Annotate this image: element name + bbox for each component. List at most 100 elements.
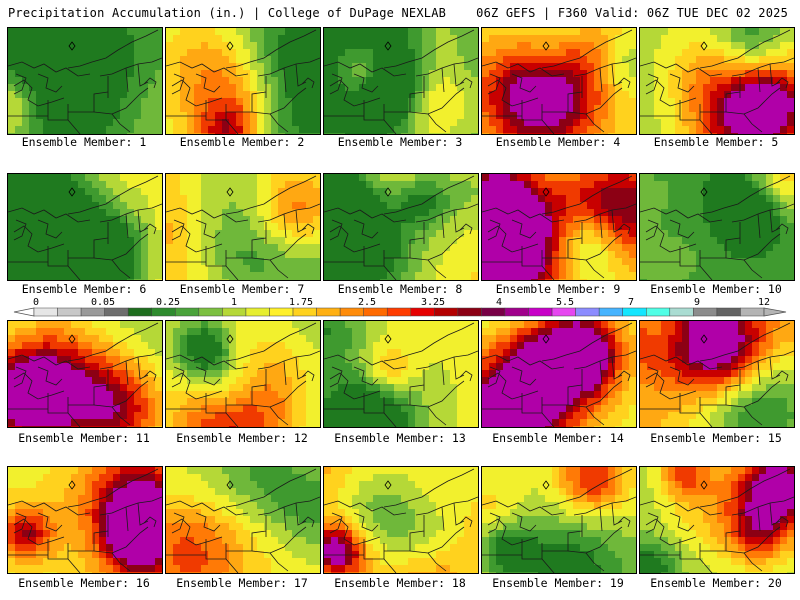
state-border [482, 261, 555, 280]
precip-field [166, 174, 320, 280]
precip-field [640, 28, 794, 134]
state-border [511, 366, 537, 386]
state-border [301, 370, 315, 382]
precip-field [8, 28, 162, 134]
state-border [269, 113, 289, 133]
precip-field [8, 467, 162, 573]
scale-swatch [598, 307, 623, 317]
precip-field [640, 174, 794, 280]
state-border [93, 526, 149, 554]
state-border [585, 259, 605, 279]
state-border [743, 552, 763, 572]
state-border [459, 223, 473, 235]
state-border [573, 57, 636, 77]
state-border [225, 29, 317, 69]
state-border [171, 225, 223, 253]
state-border [99, 496, 162, 516]
state-border [329, 219, 343, 241]
state-border [329, 79, 381, 107]
station-marker-icon [700, 41, 708, 51]
state-border [739, 209, 781, 244]
state-border [143, 516, 157, 528]
state-border [699, 322, 791, 362]
state-border [640, 500, 723, 516]
state-border [67, 175, 159, 215]
state-border [13, 225, 65, 253]
state-border [195, 219, 221, 239]
state-border [487, 512, 501, 534]
state-border [257, 350, 320, 370]
state-border [409, 233, 465, 261]
state-border [107, 502, 149, 537]
state-border [225, 175, 317, 215]
state-border [301, 223, 315, 235]
state-border [541, 468, 633, 508]
state-border [166, 354, 249, 370]
precip-field [482, 174, 636, 280]
state-border [427, 406, 447, 426]
state-border [415, 203, 478, 223]
state-border [541, 175, 633, 215]
ensemble-member-label: Ensemble Member: 12 [176, 431, 308, 445]
scale-swatch [104, 307, 129, 317]
state-border [581, 209, 623, 244]
state-border [8, 207, 91, 223]
station-marker-icon [700, 334, 708, 344]
ensemble-member-label: Ensemble Member: 15 [650, 431, 782, 445]
scale-swatch [740, 307, 765, 317]
state-border [251, 380, 307, 408]
state-border [195, 73, 221, 93]
state-border [617, 516, 631, 528]
state-border [482, 554, 555, 573]
state-border [205, 91, 267, 121]
state-border [409, 526, 465, 554]
state-border [383, 322, 475, 362]
state-border [521, 384, 583, 414]
state-border [645, 225, 697, 253]
ensemble-member-map [7, 320, 163, 428]
state-border [353, 73, 379, 93]
state-border [353, 366, 379, 386]
ensemble-member-map [639, 27, 795, 135]
state-border [205, 384, 267, 414]
state-border [617, 223, 631, 235]
state-border [324, 500, 407, 516]
scale-swatch [339, 307, 364, 317]
state-border [171, 73, 185, 95]
station-marker-icon [226, 41, 234, 51]
state-border [775, 77, 789, 89]
ensemble-member-map [481, 320, 637, 428]
scale-swatch [669, 307, 694, 317]
state-border [679, 237, 741, 267]
state-border [585, 113, 605, 133]
state-border [166, 554, 239, 573]
state-border [645, 73, 659, 95]
scale-tick-label: 0 [32, 297, 40, 308]
precip-field [166, 28, 320, 134]
state-border [487, 73, 501, 95]
state-border [8, 408, 81, 427]
state-border [265, 356, 307, 391]
state-border [269, 406, 289, 426]
precip-field [482, 321, 636, 427]
state-border [47, 530, 109, 560]
precip-field [482, 28, 636, 134]
state-border [725, 87, 781, 115]
ensemble-member-label: Ensemble Member: 10 [650, 282, 782, 296]
state-border [143, 77, 157, 89]
state-border [13, 79, 65, 107]
precip-field [8, 321, 162, 427]
state-border [482, 61, 565, 77]
ensemble-member-label: Ensemble Member: 5 [653, 135, 779, 149]
state-border [107, 63, 149, 98]
state-border [423, 63, 465, 98]
state-border [383, 175, 475, 215]
station-marker-icon [700, 480, 708, 490]
state-border [324, 207, 407, 223]
ensemble-member-label: Ensemble Member: 19 [492, 576, 624, 590]
state-border [669, 512, 695, 532]
scale-tick-label: 9 [693, 297, 701, 308]
station-marker-icon [226, 334, 234, 344]
state-border [13, 518, 65, 546]
ensemble-member-label: Ensemble Member: 17 [176, 576, 308, 590]
